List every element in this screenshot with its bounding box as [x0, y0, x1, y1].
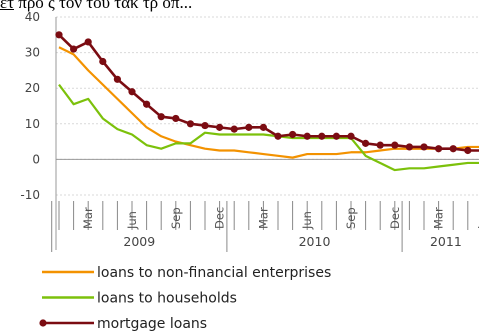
series-point	[172, 114, 180, 123]
x-month-label: Mar	[81, 207, 95, 229]
x-year-label: 2010	[299, 234, 331, 249]
y-axis: -10 0 10 20 30 40	[20, 10, 57, 250]
series-point	[143, 100, 151, 108]
x-month-label: Sep	[344, 207, 358, 229]
x-month-label: Mar	[432, 207, 446, 229]
series-point	[230, 125, 238, 133]
legend-label: mortgage loans	[97, 316, 207, 331]
y-tick-label: 20	[25, 81, 40, 95]
legend-label: loans to non-financial enterprises	[97, 265, 331, 281]
caption-text: προ ς τὸν τοῦ τάκ τρ οπ...	[13, 0, 193, 12]
series-point	[420, 143, 428, 151]
series-point	[70, 45, 78, 53]
series-point	[289, 130, 297, 139]
series-point	[157, 113, 165, 121]
series-point	[216, 123, 224, 131]
x-month-label: Jun	[475, 211, 479, 230]
x-year-label: 2009	[123, 234, 155, 249]
x-axis: Mar Jun Sep Dec Mar Jun Sep Dec Mar Jun 2009 2010 20…	[51, 158, 479, 252]
series-point	[318, 132, 326, 140]
y-tick-label: 10	[25, 117, 40, 131]
series-point	[449, 145, 457, 153]
series-line-loans-to-non-financial-enterprises	[58, 46, 479, 159]
series-point	[201, 121, 209, 130]
series-point	[391, 141, 399, 149]
series-point	[84, 38, 92, 46]
y-tick-label: 0	[32, 152, 40, 166]
series-point	[259, 123, 267, 131]
series-point	[435, 145, 443, 153]
series-point	[186, 120, 194, 128]
x-month-label: Sep	[169, 207, 183, 229]
y-tick-label: -10	[20, 188, 40, 202]
caption-underlined: ἔτ	[0, 0, 14, 12]
series-point	[347, 132, 355, 140]
series-point	[245, 123, 253, 131]
chart-legend: loans to non-financial enterprises loans …	[39, 265, 331, 331]
series-point	[128, 88, 136, 96]
y-tick-label: 40	[25, 10, 40, 24]
chart-series	[55, 31, 479, 172]
series-line-loans-to-households	[58, 83, 479, 172]
series-point	[274, 132, 282, 140]
y-tick-label: 30	[25, 46, 40, 60]
legend-marker	[39, 319, 47, 327]
x-month-label: Jun	[125, 211, 139, 230]
x-year-label: 2011	[430, 234, 462, 249]
series-point	[405, 143, 413, 151]
series-point	[332, 132, 340, 140]
series-point	[113, 75, 121, 83]
series-point	[55, 31, 63, 39]
series-point	[376, 141, 384, 149]
x-month-label: Dec	[213, 207, 227, 229]
x-month-label: Mar	[256, 207, 270, 229]
series-point	[99, 57, 107, 66]
series-point	[303, 132, 311, 140]
x-month-label: Dec	[388, 207, 402, 229]
page-caption: ἔτ προ ς τὸν τοῦ τάκ τρ οπ...	[0, 0, 479, 12]
series-point	[464, 146, 472, 155]
series-point	[362, 139, 370, 147]
x-month-label: Jun	[300, 211, 314, 230]
legend-label: loans to households	[97, 291, 237, 307]
